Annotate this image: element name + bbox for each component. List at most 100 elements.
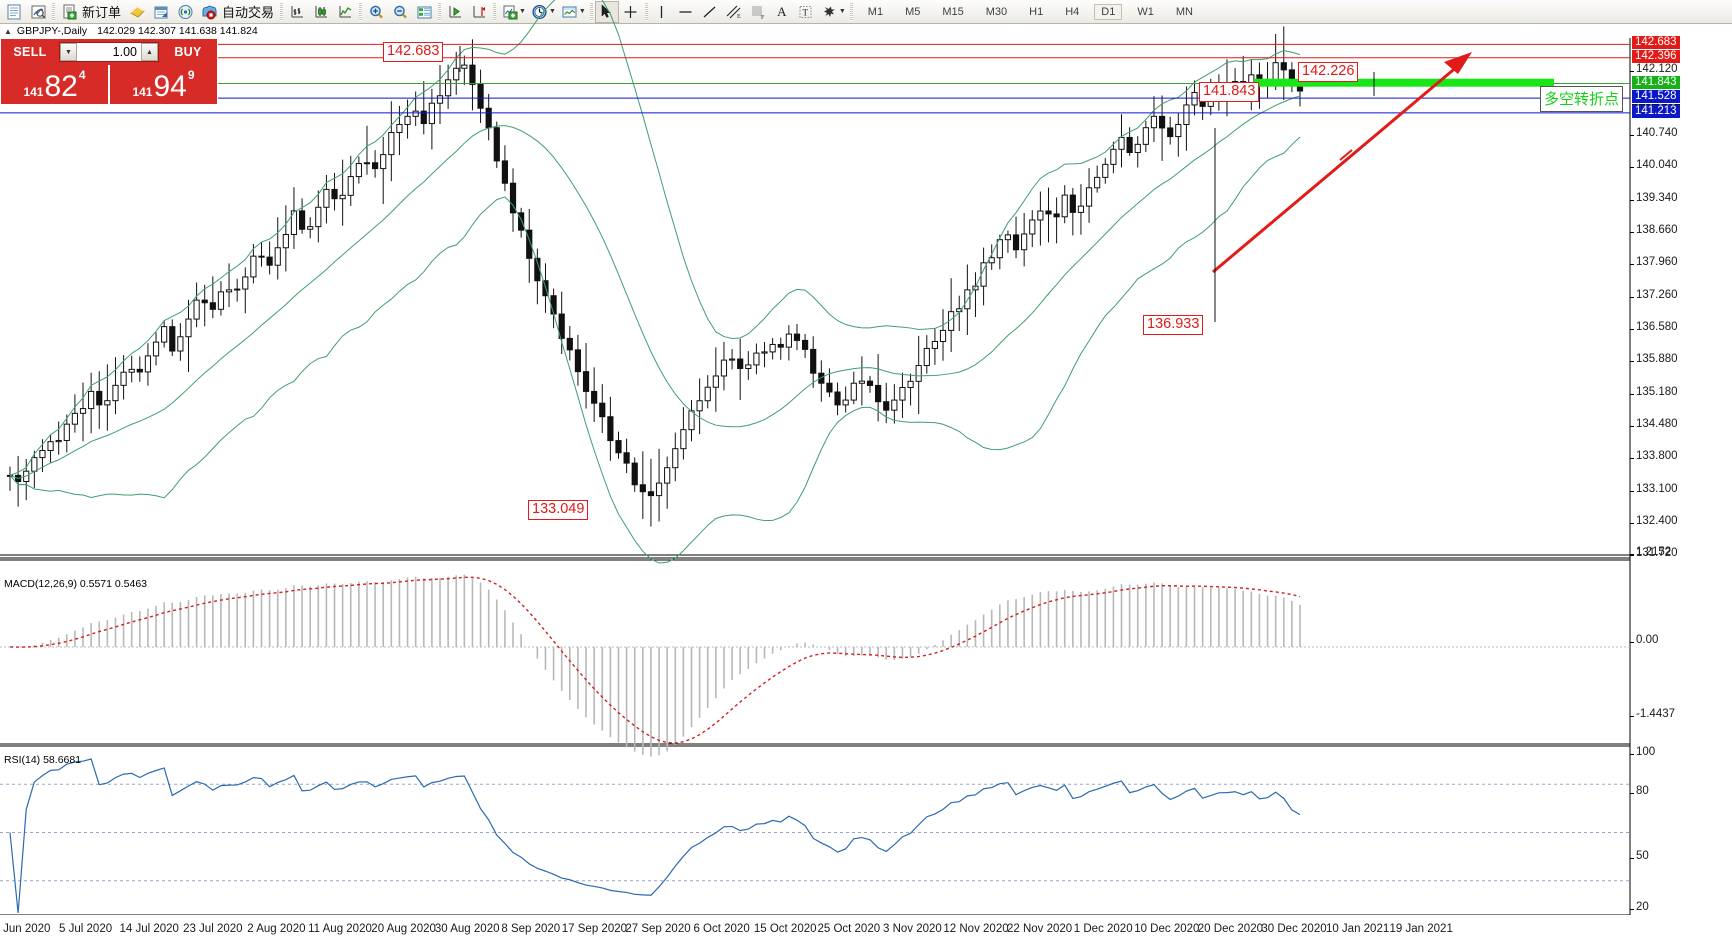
svg-text:T: T: [803, 7, 809, 17]
fibonacci-icon[interactable]: F: [746, 1, 770, 23]
sell-button[interactable]: SELL: [13, 45, 47, 59]
new-order-label[interactable]: 新订单: [82, 5, 122, 20]
chart-profile-icon[interactable]: [26, 1, 50, 23]
navigator-icon[interactable]: [149, 1, 173, 23]
bar-chart-icon[interactable]: [285, 1, 309, 23]
candle-body: [485, 107, 492, 129]
candle-body: [834, 391, 841, 406]
macd-histogram: [17, 574, 1301, 757]
rsi-line: [9, 758, 1301, 914]
autotrading-label[interactable]: 自动交易: [222, 5, 275, 20]
candle-body: [558, 313, 565, 339]
date-tick-label: 2 Aug 2020: [247, 923, 306, 935]
cursor-icon[interactable]: [594, 0, 619, 23]
price-annotation-142226[interactable]: 142.226: [1298, 62, 1359, 82]
candle-body: [104, 400, 111, 406]
candle-body: [550, 295, 557, 315]
volume-increment-button[interactable]: ▲: [141, 43, 158, 61]
zoom-out-icon[interactable]: [388, 1, 412, 23]
new-order-icon[interactable]: [57, 1, 81, 23]
price-annotation-136933[interactable]: 136.933: [1143, 315, 1204, 335]
candle-body: [234, 288, 241, 291]
toolbar-separator: [848, 2, 855, 22]
timeframe-mn-button[interactable]: MN: [1175, 5, 1193, 18]
templates-icon[interactable]: [558, 1, 582, 23]
macd-tick-label: 0.00: [1636, 634, 1659, 646]
trendline-icon[interactable]: [698, 1, 722, 23]
volume-input-group[interactable]: ▼ 1.00 ▲: [59, 42, 159, 62]
price-annotation-141843[interactable]: 141.843: [1199, 82, 1260, 102]
volume-value[interactable]: 1.00: [112, 45, 137, 59]
date-axis[interactable]: 5 Jun 2020 5 Jul 2020 14 Jul 2020 23 Jul 20…: [0, 915, 1732, 942]
candle-body: [1021, 233, 1028, 251]
candle-body: [355, 163, 362, 178]
candle-body: [1053, 213, 1060, 218]
candle-body: [818, 372, 825, 384]
price-annotation-133049[interactable]: 133.049: [528, 500, 589, 520]
rsi-tick-label: 20: [1636, 901, 1649, 913]
date-tick-label: 25 Oct 2020: [817, 923, 881, 935]
buy-button[interactable]: BUY: [174, 45, 202, 59]
timeframe-m1-button[interactable]: M1: [867, 5, 884, 18]
candle-body: [647, 491, 655, 497]
timeframe-h4-button[interactable]: H4: [1065, 5, 1080, 18]
macd-tick-label: -1.4437: [1636, 708, 1676, 720]
horizontal-line-icon[interactable]: [674, 1, 698, 23]
auto-scroll-icon[interactable]: [443, 1, 467, 23]
line-chart-icon[interactable]: [333, 1, 357, 23]
collapse-triangle-icon[interactable]: ▲: [4, 26, 12, 36]
candle-body: [339, 194, 346, 200]
price-tick-mark: [1630, 167, 1634, 169]
indicators-icon[interactable]: [498, 1, 522, 23]
candle-body: [1167, 127, 1174, 138]
candle-body: [404, 115, 411, 125]
timeframe-m5-button[interactable]: M5: [905, 5, 921, 18]
candle-body: [469, 64, 476, 85]
candle-body: [128, 368, 135, 373]
candlestick-chart-icon[interactable]: [309, 1, 333, 23]
price-annotation-142683[interactable]: 142.683: [383, 42, 444, 62]
candle-body: [79, 408, 87, 414]
bid-price[interactable]: 141 82 4: [1, 65, 108, 104]
volume-decrement-button[interactable]: ▼: [60, 43, 77, 61]
timeframe-w1-button[interactable]: W1: [1137, 5, 1154, 18]
candle-body: [323, 188, 330, 208]
candle-body: [1280, 62, 1287, 71]
chart-shift-icon[interactable]: [467, 1, 491, 23]
text-icon[interactable]: A: [777, 3, 787, 19]
data-window-icon[interactable]: [412, 1, 436, 23]
timeframe-m15-button[interactable]: M15: [942, 5, 964, 18]
candle-body: [1150, 115, 1158, 129]
vertical-line-icon[interactable]: [650, 1, 674, 23]
timeframe-h1-button[interactable]: H1: [1029, 5, 1044, 18]
new-chart-icon[interactable]: [2, 1, 26, 23]
text-label-icon[interactable]: T: [794, 1, 818, 23]
equidistant-channel-icon[interactable]: E: [722, 1, 746, 23]
date-tick-label: 12 Nov 2020: [943, 923, 1009, 935]
timeframe-m30-button[interactable]: M30: [985, 5, 1008, 18]
candle-body: [939, 329, 947, 343]
crosshair-icon[interactable]: [619, 1, 643, 23]
price-axis[interactable]: 142.120 140.740 140.040 139.340 138.660 137.9…: [1630, 36, 1732, 559]
candle-body: [1094, 176, 1101, 189]
candle-body: [1012, 234, 1020, 251]
zoom-in-icon[interactable]: [364, 1, 388, 23]
ask-price[interactable]: 141 94 9: [108, 65, 217, 104]
timeframe-d1-button[interactable]: D1: [1094, 3, 1123, 20]
price-tick-label: 139.340: [1636, 192, 1678, 205]
chart-text-label[interactable]: 多空转折点: [1540, 86, 1624, 112]
candle-body: [1037, 210, 1044, 221]
candle-body: [883, 401, 890, 411]
periods-clock-icon[interactable]: [528, 1, 552, 23]
price-tick-mark: [1630, 296, 1634, 298]
candle-body: [217, 291, 225, 310]
toolbar-separator: [357, 2, 364, 22]
autotrading-icon[interactable]: [197, 1, 221, 23]
shapes-icon[interactable]: [818, 1, 842, 23]
signals-icon[interactable]: [173, 1, 197, 23]
candle-body: [737, 358, 744, 369]
metaeditor-icon[interactable]: [125, 1, 149, 23]
candle-body: [112, 384, 119, 402]
